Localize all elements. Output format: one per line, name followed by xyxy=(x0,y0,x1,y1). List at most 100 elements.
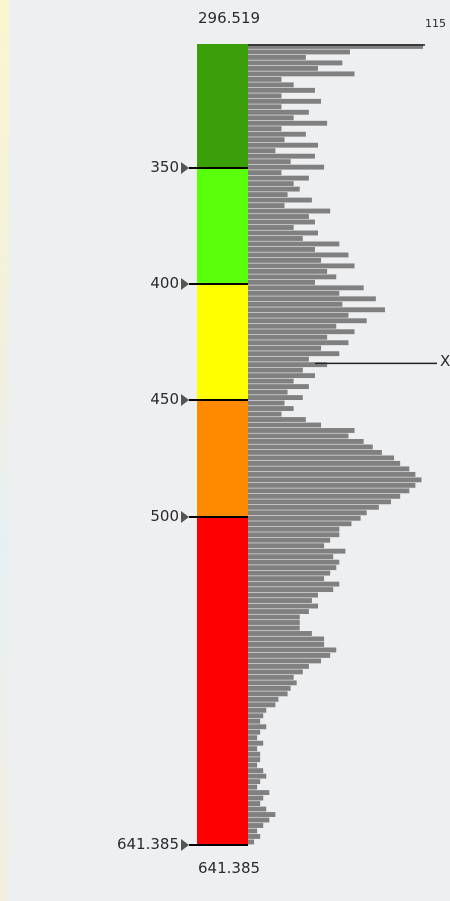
histogram-bin xyxy=(248,691,288,697)
histogram-bin xyxy=(248,367,303,373)
histogram-bin xyxy=(248,455,395,461)
color-scale-bar[interactable] xyxy=(197,44,248,845)
histogram-bin xyxy=(248,164,325,170)
histogram-bin xyxy=(248,740,264,746)
histogram-bin xyxy=(248,663,309,669)
tick-label: 641.385 xyxy=(116,835,179,853)
histogram-bin xyxy=(248,126,282,132)
histogram-bin xyxy=(248,625,300,631)
max-count-label: 115 xyxy=(425,17,446,30)
histogram-bin xyxy=(248,526,340,532)
max-value-label: 296.519 xyxy=(198,9,261,27)
histogram-bin xyxy=(248,246,315,252)
histogram-bin xyxy=(248,834,261,839)
histogram-bin xyxy=(248,54,306,60)
histogram-bin xyxy=(248,823,264,828)
colormap-histogram-panel: 296.519 641.385 115 X 350 400 450 500 641.38… xyxy=(9,0,450,901)
histogram-bin xyxy=(248,93,282,99)
histogram-bin xyxy=(248,603,318,609)
histogram-bin xyxy=(248,817,270,823)
histogram-bin xyxy=(248,257,322,263)
histogram-bin xyxy=(248,576,325,582)
histogram-bin xyxy=(248,268,328,274)
tick-handle-arrow-icon[interactable] xyxy=(181,839,189,851)
histogram-bin xyxy=(248,109,309,115)
histogram-bin xyxy=(248,230,318,236)
histogram-bin xyxy=(248,76,282,82)
histogram-bin xyxy=(248,751,261,757)
tick-handle-arrow-icon[interactable] xyxy=(181,510,189,523)
histogram-bin xyxy=(248,351,340,357)
histogram-bin xyxy=(248,334,328,340)
histogram-bin xyxy=(248,411,282,417)
histogram-bin xyxy=(248,400,285,406)
histogram-bin xyxy=(248,609,309,614)
histogram-bin xyxy=(248,702,276,708)
histogram-bin xyxy=(248,565,337,571)
histogram-bin xyxy=(248,98,322,104)
histogram-bin xyxy=(248,493,401,499)
histogram-bin xyxy=(248,236,303,241)
tick-handle-arrow-icon[interactable] xyxy=(181,162,189,175)
histogram-bin xyxy=(248,439,364,444)
histogram-bin xyxy=(248,417,306,422)
color-band-5 xyxy=(197,516,248,845)
histogram-bin xyxy=(248,795,264,801)
histogram-bin xyxy=(248,395,303,401)
histogram-bin xyxy=(248,71,355,77)
histogram-bin xyxy=(248,554,334,560)
histogram-bin xyxy=(248,104,282,110)
histogram-bin xyxy=(248,384,309,390)
histogram-bin xyxy=(248,285,364,291)
histogram-bin xyxy=(248,142,318,148)
histogram-bin xyxy=(248,729,261,735)
histogram-bin xyxy=(248,290,340,296)
tick-handle-arrow-icon[interactable] xyxy=(181,278,189,291)
tick-label: 500 xyxy=(150,506,179,525)
histogram-bin xyxy=(248,499,392,505)
histogram-bin xyxy=(248,241,340,247)
histogram-bin xyxy=(248,433,349,439)
histogram-bin xyxy=(248,422,322,428)
histogram-bin xyxy=(248,543,325,549)
histogram-bin xyxy=(248,587,334,593)
histogram-bin xyxy=(248,274,337,280)
tick-label: 400 xyxy=(150,274,179,293)
histogram-bin xyxy=(248,532,340,538)
histogram-bin xyxy=(248,488,410,494)
histogram-bin xyxy=(248,696,279,702)
min-value-label: 641.385 xyxy=(198,859,261,877)
histogram-bin xyxy=(248,779,261,785)
color-band-1 xyxy=(197,44,248,169)
histogram-bin xyxy=(248,389,288,395)
histogram-bin xyxy=(248,559,340,565)
histogram-bin xyxy=(248,713,264,719)
histogram-bin xyxy=(248,652,331,658)
tick-label: 350 xyxy=(150,158,179,177)
histogram-bin xyxy=(248,521,352,527)
histogram-bin xyxy=(248,790,270,796)
tick-handle-arrow-icon[interactable] xyxy=(181,394,189,407)
histogram-bin xyxy=(248,680,297,686)
histogram-bin xyxy=(248,170,282,176)
histogram-bin xyxy=(248,323,337,329)
histogram-bin xyxy=(248,515,361,521)
histogram-bin xyxy=(248,131,306,137)
tick-line xyxy=(189,283,248,286)
histogram-bin xyxy=(248,839,255,845)
histogram-bin xyxy=(248,812,276,817)
histogram-bin xyxy=(248,806,267,812)
histogram-bin xyxy=(248,307,385,313)
histogram-bin xyxy=(248,301,343,307)
histogram-bin xyxy=(248,82,294,88)
histogram-bin xyxy=(248,252,349,258)
marker-label: X xyxy=(440,352,450,371)
histogram-bin xyxy=(248,362,328,368)
histogram-bin xyxy=(248,773,267,779)
histogram-bin xyxy=(248,197,312,203)
histogram-bin xyxy=(248,219,315,225)
histogram-bin xyxy=(248,757,261,763)
histogram-bin xyxy=(248,406,294,411)
histogram-chart xyxy=(248,44,437,845)
histogram-bin xyxy=(248,801,261,806)
